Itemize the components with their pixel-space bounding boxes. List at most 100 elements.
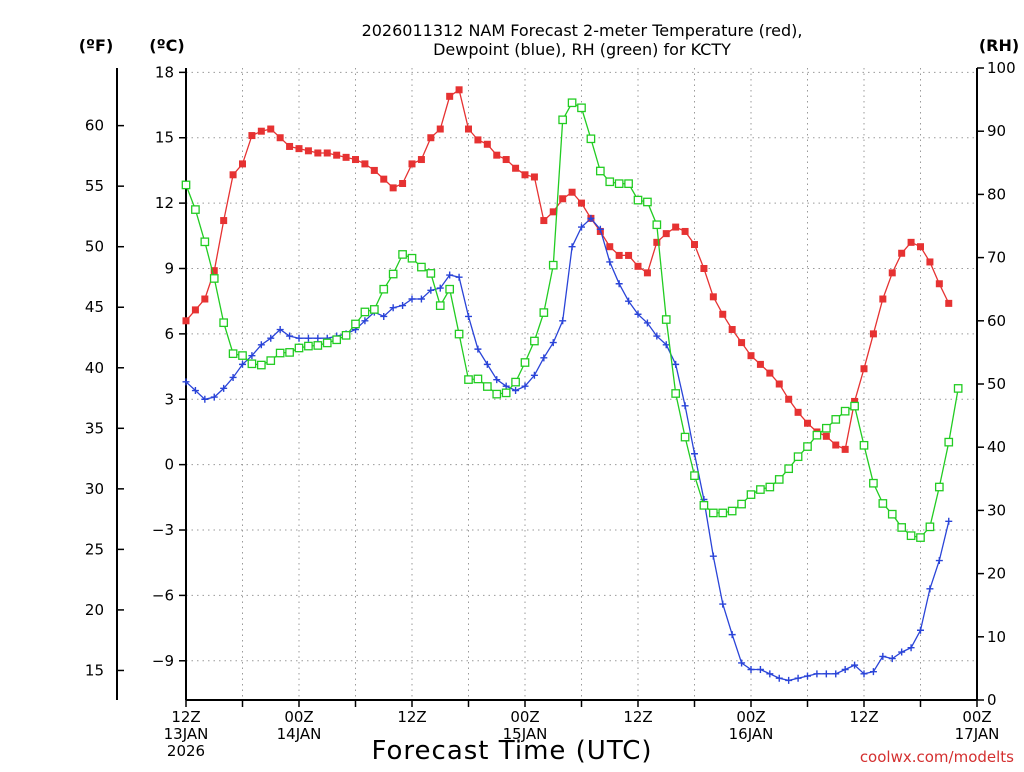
time-tick-label: 12Z [849,708,878,726]
rh-point [586,134,596,144]
temperature-point [446,92,454,100]
dewpoint-point [888,655,896,663]
temperature-series-line [185,88,950,451]
rh-tick-label: 80 [987,185,1006,203]
dewpoint-point [436,284,444,292]
dewpoint-point [389,304,397,312]
rh-point [774,475,784,484]
temperature-point [267,125,275,133]
dewpoint-point [587,214,595,222]
rh-point [793,452,803,462]
rh-point [322,338,332,348]
rh-point [850,401,859,411]
rh-point [266,356,276,365]
dewpoint-point [634,310,642,318]
dewpoint-point [521,382,529,390]
dewpoint-point [267,334,275,342]
dewpoint-point [822,670,830,678]
dewpoint-point [869,668,877,676]
dewpoint-point [625,297,633,305]
dewpoint-point [898,648,906,656]
rh-point [859,440,869,450]
temperature-point [276,134,284,142]
dewpoint-point [728,631,736,639]
dewpoint-point [879,652,887,660]
rh-point [605,177,615,187]
dewpoint-point [361,317,369,325]
rh-point [821,423,831,433]
rh-tick-label: 40 [987,438,1006,456]
temperature-point [530,173,538,181]
temperature-point [785,395,793,403]
temperature-point [634,262,642,270]
dewpoint-point [286,332,294,340]
temperature-point [879,295,887,303]
rh-tick-label: 60 [987,312,1006,330]
temperature-point [191,306,199,314]
temperature-point [559,195,567,203]
temperature-point [540,217,548,225]
dewpoint-point [804,672,811,680]
temperature-point [728,326,736,334]
rh-point [718,508,728,518]
rh-point [520,358,530,367]
rh-point [708,508,718,518]
fahrenheit-tick-label: 60 [85,117,104,135]
fahrenheit-tick-label: 45 [85,298,104,316]
ticks-layer: 1815129630−3−6−9605550454035302520151009… [85,59,1016,760]
dewpoint-point [314,334,322,342]
rh-point [511,377,520,387]
dewpoint-point [691,450,698,458]
rh-point [765,482,775,492]
rh-point [219,318,229,328]
temperature-point [917,243,924,251]
chart-subtitle: Dewpoint (blue), RH (green) for KCTY [433,40,731,59]
rh-point [690,471,699,480]
series-layer [181,86,963,684]
temperature-point [210,267,218,275]
dewpoint-point [182,378,190,386]
temperature-point [248,132,256,140]
dewpoint-point [775,674,783,682]
temperature-point [625,251,633,259]
rh-point [737,499,746,509]
dewpoint-point [295,334,303,342]
dewpoint-point [257,341,265,349]
dewpoint-point [615,280,623,288]
temperature-point [323,149,331,157]
temperature-point [681,227,689,235]
time-tick-label: 12Z [623,708,652,726]
rh-point [369,305,379,314]
rh-point [492,389,502,399]
temperature-point [766,369,774,377]
fahrenheit-tick-label: 35 [85,419,104,437]
dewpoint-point [813,670,821,678]
temperature-point [822,432,830,440]
rh-point [191,205,200,214]
temperature-point [926,258,934,266]
rh-point [407,253,417,263]
rh-point [200,237,210,247]
credit-label: coolwx.com/modelts [860,748,1014,766]
dewpoint-point [935,557,943,565]
dewpoint-point [747,665,755,673]
rh-point [887,509,897,519]
dewpoint-point [220,384,228,392]
dewpoint-point [239,360,246,368]
dewpoint-point [304,334,312,342]
temperature-point [295,145,303,153]
rh-point [916,533,925,542]
dewpoint-point [276,326,284,334]
temperature-point [502,156,510,164]
temperature-point [832,441,840,449]
celsius-tick-label: −6 [152,586,174,604]
dewpoint-point [446,271,454,279]
temperature-point [314,149,322,157]
rh-point [379,284,389,294]
dewpoint-point [380,312,388,320]
dewpoint-series-line [185,217,950,682]
rh-point [812,430,822,440]
fahrenheit-tick-label: 20 [85,601,104,619]
time-tick-label: 2026 [167,742,205,760]
